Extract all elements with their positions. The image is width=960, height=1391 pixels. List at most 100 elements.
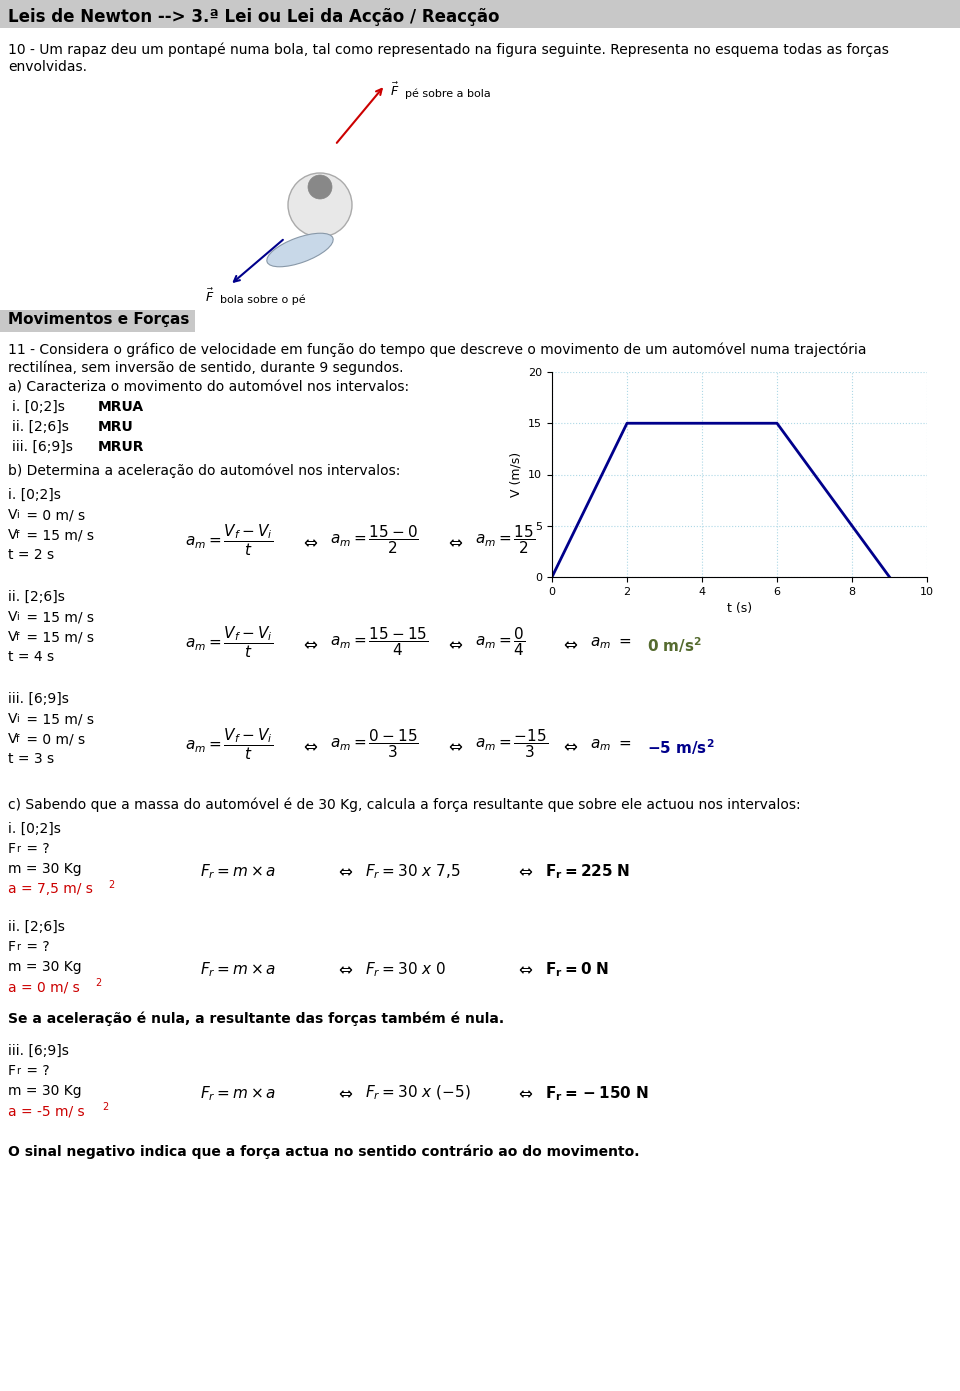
Text: c) Sabendo que a massa do automóvel é de 30 Kg, calcula a força resultante que s: c) Sabendo que a massa do automóvel é de… [8, 797, 801, 811]
Text: Movimentos e Forças: Movimentos e Forças [8, 312, 189, 327]
Text: bola sobre o pé: bola sobre o pé [220, 294, 305, 305]
Text: $\Leftrightarrow$: $\Leftrightarrow$ [560, 737, 578, 755]
Text: 11 - Considera o gráfico de velocidade em função do tempo que descreve o movimen: 11 - Considera o gráfico de velocidade e… [8, 342, 867, 356]
Text: 2: 2 [95, 978, 101, 988]
Text: $\Leftrightarrow$: $\Leftrightarrow$ [515, 1084, 534, 1102]
Text: $\mathbf{F_r = -150\ N}$: $\mathbf{F_r = -150\ N}$ [545, 1084, 649, 1103]
Text: $\Leftrightarrow$: $\Leftrightarrow$ [515, 862, 534, 881]
Text: $\mathbf{F_r = 225\ N}$: $\mathbf{F_r = 225\ N}$ [545, 862, 630, 881]
Text: iii. [6;9]s: iii. [6;9]s [12, 440, 77, 453]
Text: iii. [6;9]s: iii. [6;9]s [8, 691, 69, 707]
Text: 2: 2 [108, 881, 114, 890]
Text: i: i [16, 612, 19, 622]
Text: $a_m = \dfrac{15}{2}$: $a_m = \dfrac{15}{2}$ [475, 523, 536, 556]
Text: m = 30 Kg: m = 30 Kg [8, 862, 82, 876]
Text: V: V [8, 611, 17, 625]
Text: r: r [16, 1066, 20, 1077]
Text: $F_r = 30\ x\ 0$: $F_r = 30\ x\ 0$ [365, 960, 446, 979]
Text: $\Leftrightarrow$: $\Leftrightarrow$ [560, 533, 578, 551]
Text: $\Leftrightarrow$: $\Leftrightarrow$ [335, 1084, 353, 1102]
Text: = ?: = ? [22, 940, 50, 954]
Text: V: V [8, 630, 17, 644]
Text: = 15 m/ s: = 15 m/ s [22, 630, 94, 644]
Text: $\mathbf{-5\ m/s^2}$: $\mathbf{-5\ m/s^2}$ [647, 737, 714, 757]
Text: $\mathbf{F_r = 0\ N}$: $\mathbf{F_r = 0\ N}$ [545, 960, 609, 979]
Text: ii. [2;6]s: ii. [2;6]s [12, 420, 73, 434]
Text: $a_m = \dfrac{V_f-V_i}{t}$: $a_m = \dfrac{V_f-V_i}{t}$ [185, 727, 274, 762]
Text: $a_m\ =$: $a_m\ =$ [590, 533, 632, 548]
Text: $\Leftrightarrow$: $\Leftrightarrow$ [515, 960, 534, 978]
Text: $F_r = m \times a$: $F_r = m \times a$ [200, 1084, 276, 1103]
Text: $\Leftrightarrow$: $\Leftrightarrow$ [335, 960, 353, 978]
Text: $a_m\ =$: $a_m\ =$ [590, 737, 632, 753]
Text: i: i [16, 714, 19, 723]
X-axis label: t (s): t (s) [727, 602, 752, 615]
Text: $F_r = 30\ x\ 7{,}5$: $F_r = 30\ x\ 7{,}5$ [365, 862, 461, 881]
Text: f: f [16, 734, 19, 744]
Text: t = 2 s: t = 2 s [8, 548, 54, 562]
Text: i. [0;2]s: i. [0;2]s [8, 822, 60, 836]
Text: ii. [2;6]s: ii. [2;6]s [8, 590, 65, 604]
Text: = 15 m/ s: = 15 m/ s [22, 712, 94, 726]
Text: a = 0 m/ s: a = 0 m/ s [8, 981, 80, 995]
Text: pé sobre a bola: pé sobre a bola [405, 88, 491, 99]
Text: Se a aceleração é nula, a resultante das forças também é nula.: Se a aceleração é nula, a resultante das… [8, 1013, 504, 1027]
Text: f: f [16, 632, 19, 643]
Text: $\mathbf{0\ m/s^2}$: $\mathbf{0\ m/s^2}$ [647, 636, 702, 655]
Text: $F_r = m \times a$: $F_r = m \times a$ [200, 960, 276, 979]
Text: m = 30 Kg: m = 30 Kg [8, 1084, 82, 1097]
Text: $a_m = \dfrac{V_f-V_i}{t}$: $a_m = \dfrac{V_f-V_i}{t}$ [185, 625, 274, 661]
Text: $F_r = 30\ x\ (-5)$: $F_r = 30\ x\ (-5)$ [365, 1084, 470, 1103]
Text: 2: 2 [102, 1102, 108, 1111]
Text: $\Leftrightarrow$: $\Leftrightarrow$ [445, 737, 464, 755]
Bar [0, 0, 960, 28]
Text: $\vec{F}$: $\vec{F}$ [390, 82, 399, 99]
Text: envolvidas.: envolvidas. [8, 60, 87, 74]
Y-axis label: V (m/s): V (m/s) [510, 452, 522, 497]
Text: Leis de Newton --> 3.ª Lei ou Lei da Acção / Reacção: Leis de Newton --> 3.ª Lei ou Lei da Acç… [8, 8, 499, 26]
Text: $\Leftrightarrow$: $\Leftrightarrow$ [560, 636, 578, 652]
Bar [0, 310, 195, 332]
Text: = ?: = ? [22, 1064, 50, 1078]
Text: V: V [8, 712, 17, 726]
Text: V: V [8, 508, 17, 522]
Text: $a_m = \dfrac{0}{4}$: $a_m = \dfrac{0}{4}$ [475, 625, 526, 658]
Text: $\Leftrightarrow$: $\Leftrightarrow$ [445, 533, 464, 551]
Text: m = 30 Kg: m = 30 Kg [8, 960, 82, 974]
Text: a = -5 m/ s: a = -5 m/ s [8, 1104, 84, 1118]
Text: $F_r = m \times a$: $F_r = m \times a$ [200, 862, 276, 881]
Text: f: f [16, 530, 19, 540]
Text: ii. [2;6]s: ii. [2;6]s [8, 919, 65, 933]
Text: F: F [8, 940, 16, 954]
Text: $\vec{F}$: $\vec{F}$ [205, 288, 214, 305]
Text: iii. [6;9]s: iii. [6;9]s [8, 1045, 69, 1059]
Text: i. [0;2]s: i. [0;2]s [8, 488, 60, 502]
Text: MRU: MRU [98, 420, 133, 434]
Text: = 15 m/ s: = 15 m/ s [22, 529, 94, 542]
Text: $\Leftrightarrow$: $\Leftrightarrow$ [335, 862, 353, 881]
Text: i: i [16, 510, 19, 520]
Text: $a_m\ =$: $a_m\ =$ [590, 636, 632, 651]
Text: = 0 m/ s: = 0 m/ s [22, 732, 85, 746]
Text: b) Determina a aceleração do automóvel nos intervalos:: b) Determina a aceleração do automóvel n… [8, 463, 400, 477]
Text: t = 3 s: t = 3 s [8, 753, 54, 766]
Text: $\Leftrightarrow$: $\Leftrightarrow$ [445, 636, 464, 652]
Text: $a_m = \dfrac{15-0}{2}$: $a_m = \dfrac{15-0}{2}$ [330, 523, 419, 556]
Text: a = 7,5 m/ s: a = 7,5 m/ s [8, 882, 93, 896]
Text: r: r [16, 942, 20, 951]
Circle shape [288, 172, 352, 236]
Text: i. [0;2]s: i. [0;2]s [12, 401, 69, 415]
Text: = 0 m/ s: = 0 m/ s [22, 508, 85, 522]
Text: O sinal negativo indica que a força actua no sentido contrário ao do movimento.: O sinal negativo indica que a força actu… [8, 1143, 639, 1159]
Text: = 15 m/ s: = 15 m/ s [22, 611, 94, 625]
Text: $\Leftrightarrow$: $\Leftrightarrow$ [300, 533, 319, 551]
Text: $\mathbf{7,5\ m/s^2}$: $\mathbf{7,5\ m/s^2}$ [647, 533, 721, 554]
Text: V: V [8, 529, 17, 542]
Circle shape [308, 175, 332, 199]
Text: $a_m = \dfrac{0-15}{3}$: $a_m = \dfrac{0-15}{3}$ [330, 727, 419, 759]
Text: rectilínea, sem inversão de sentido, durante 9 segundos.: rectilínea, sem inversão de sentido, dur… [8, 360, 403, 374]
Text: 10 - Um rapaz deu um pontapé numa bola, tal como representado na figura seguinte: 10 - Um rapaz deu um pontapé numa bola, … [8, 42, 889, 57]
Text: F: F [8, 842, 16, 855]
Text: r: r [16, 844, 20, 854]
Text: $\Leftrightarrow$: $\Leftrightarrow$ [300, 737, 319, 755]
